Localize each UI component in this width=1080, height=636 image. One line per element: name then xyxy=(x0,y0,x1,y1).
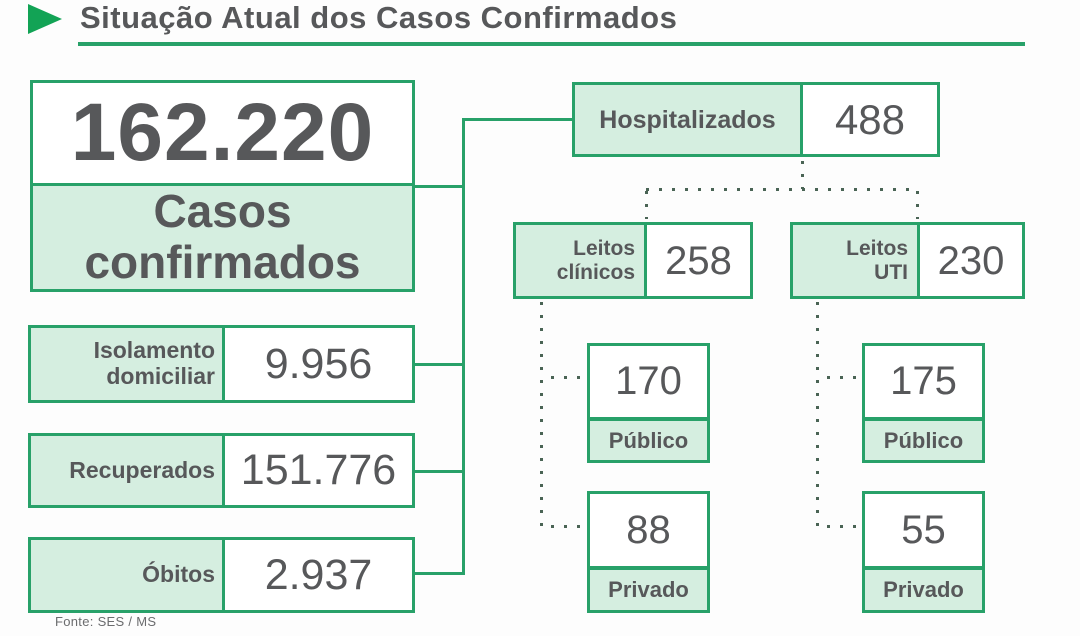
icu-beds-label: Leitos UTI xyxy=(793,225,920,296)
clinical-beds-label-line1: Leitos xyxy=(573,236,635,260)
hospitalized-label: Hospitalizados xyxy=(575,85,803,154)
clinical-public-value: 170 xyxy=(615,359,682,403)
dotted-icu-descent-line xyxy=(916,191,919,219)
icu-beds-box: Leitos UTI 230 xyxy=(790,222,1025,299)
dotted-icu-private-stub xyxy=(827,525,860,528)
recovered-label: Recuperados xyxy=(31,436,225,505)
deaths-label-line1: Óbitos xyxy=(142,561,215,588)
icu-beds-label-line2: UTI xyxy=(874,260,908,284)
clinical-public-label: Público xyxy=(590,421,707,460)
hospitalized-box: Hospitalizados 488 xyxy=(572,82,940,157)
dotted-icu-public-stub xyxy=(827,376,860,379)
dotted-hospitalized-down-line xyxy=(801,161,804,189)
dotted-icu-branch-line xyxy=(816,302,819,528)
connector-recovered-line xyxy=(413,470,462,473)
icu-private-label: Privado xyxy=(865,570,982,610)
home-isolation-box: Isolamento domiciliar 9.956 xyxy=(28,325,415,403)
icu-beds-label-line1: Leitos xyxy=(846,236,908,260)
icu-beds-value: 230 xyxy=(937,238,1005,283)
connector-main-line xyxy=(415,185,462,188)
recovered-value: 151.776 xyxy=(240,446,397,494)
connector-isolation-line xyxy=(413,363,462,366)
icu-public-value: 175 xyxy=(890,359,957,403)
home-isolation-value: 9.956 xyxy=(264,339,373,388)
clinical-beds-label: Leitos clínicos xyxy=(516,225,647,296)
page-title: Situação Atual dos Casos Confirmados xyxy=(80,0,678,35)
icu-public-divider xyxy=(865,417,982,421)
icu-private-divider xyxy=(865,566,982,570)
confirmed-cases-box: 162.220 Casos confirmados xyxy=(30,80,415,292)
deaths-box: Óbitos 2.937 xyxy=(28,537,415,613)
connector-hospitalized-line xyxy=(462,118,572,121)
dotted-clinical-private-stub xyxy=(551,525,585,528)
connector-deaths-line xyxy=(413,572,462,575)
home-isolation-label-line2: domiciliar xyxy=(106,363,215,389)
connector-trunk-line xyxy=(462,118,465,575)
hospitalized-value: 488 xyxy=(834,95,906,143)
dotted-clinical-branch-line xyxy=(540,302,543,528)
source-note: Fonte: SES / MS xyxy=(55,614,157,629)
deaths-label: Óbitos xyxy=(31,540,225,610)
bullet-triangle-icon xyxy=(28,4,62,34)
clinical-private-divider xyxy=(590,566,707,570)
confirmed-cases-label-line1: Casos xyxy=(153,184,292,237)
confirmed-cases-value-section: 162.220 xyxy=(33,83,412,183)
dotted-beds-top-line xyxy=(646,188,918,191)
icu-private-value: 55 xyxy=(901,507,946,552)
icu-private-box: 55 Privado xyxy=(862,491,985,613)
icu-public-box: 175 Público xyxy=(862,343,985,463)
confirmed-cases-label-line2: confirmados xyxy=(84,236,361,289)
clinical-beds-label-line2: clínicos xyxy=(556,260,635,284)
dotted-clinical-public-stub xyxy=(551,376,585,379)
clinical-private-box: 88 Privado xyxy=(587,491,710,613)
clinical-private-value: 88 xyxy=(626,507,671,552)
clinical-public-box: 170 Público xyxy=(587,343,710,463)
deaths-value: 2.937 xyxy=(264,550,373,599)
home-isolation-label: Isolamento domiciliar xyxy=(31,328,225,400)
confirmed-cases-label-section: Casos confirmados xyxy=(33,184,412,289)
recovered-label-line1: Recuperados xyxy=(69,456,215,483)
confirmed-cases-value: 162.220 xyxy=(70,87,375,179)
home-isolation-label-line1: Isolamento xyxy=(93,337,215,364)
dotted-clinical-descent-line xyxy=(645,191,648,219)
title-underline xyxy=(78,42,1025,46)
recovered-box: Recuperados 151.776 xyxy=(28,433,415,508)
confirmed-cases-divider xyxy=(33,183,412,186)
clinical-beds-value: 258 xyxy=(665,238,732,283)
clinical-public-divider xyxy=(590,417,707,421)
icu-public-label: Público xyxy=(865,421,982,460)
clinical-private-label: Privado xyxy=(590,570,707,610)
clinical-beds-box: Leitos clínicos 258 xyxy=(513,222,753,299)
